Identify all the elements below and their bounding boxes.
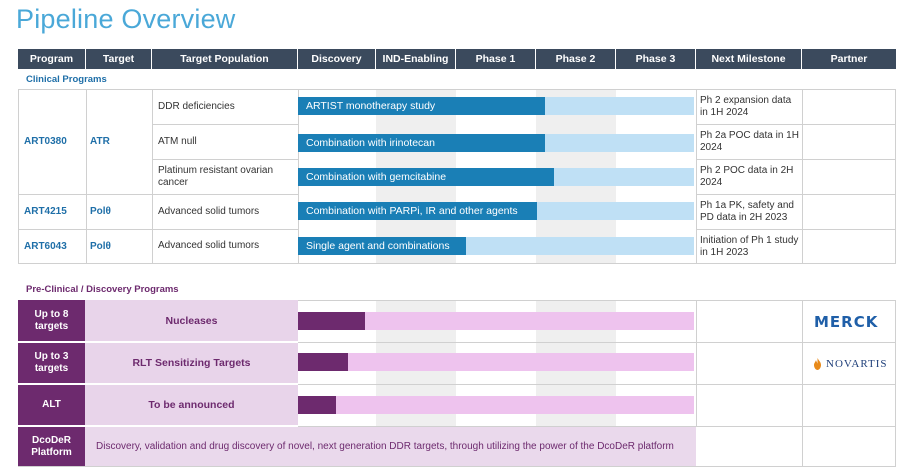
program-up-to-8-targets[interactable]: Up to 8 targets (18, 300, 85, 341)
page-title: Pipeline Overview (16, 4, 236, 34)
divider (298, 342, 896, 343)
population-cell: To be announced (85, 385, 298, 425)
program-art4215[interactable]: ART4215 (24, 206, 67, 217)
divider (696, 124, 896, 125)
divider (696, 229, 896, 230)
progress-track (298, 312, 694, 330)
progress-track (298, 353, 694, 371)
preclinical-section-label: Pre-Clinical / Discovery Programs (26, 284, 179, 295)
novartis-logo: NOVARTIS (813, 358, 888, 370)
milestone-cell: Ph 2 POC data in 2H 2024 (700, 165, 794, 188)
progress-bar[interactable]: Combination with PARPi, IR and other age… (298, 202, 537, 220)
merck-logo: MERCK (814, 313, 879, 331)
divider (18, 263, 896, 264)
progress-bar[interactable] (298, 353, 348, 371)
progress-bar[interactable]: ARTIST monotherapy study (298, 97, 545, 115)
divider (18, 89, 896, 90)
divider (802, 300, 803, 466)
header-discovery: Discovery (298, 49, 376, 69)
program-art6043[interactable]: ART6043 (24, 240, 67, 252)
target-atr: ATR (90, 136, 110, 147)
header-phase3: Phase 3 (616, 49, 696, 69)
header-phase1: Phase 1 (456, 49, 536, 69)
divider (802, 89, 803, 264)
header-ind-enabling: IND-Enabling (376, 49, 456, 69)
header-phase2: Phase 2 (536, 49, 616, 69)
population-cell: Advanced solid tumors (158, 205, 260, 217)
population-cell: RLT Sensitizing Targets (85, 343, 298, 383)
progress-bar[interactable] (298, 312, 365, 330)
header-target-population: Target Population (152, 49, 298, 69)
population-cell: Nucleases (85, 300, 298, 341)
divider (696, 89, 697, 264)
progress-track (298, 396, 694, 414)
progress-bar[interactable]: Combination with gemcitabine (298, 168, 554, 186)
progress-bar[interactable] (298, 396, 336, 414)
milestone-cell: Initiation of Ph 1 study in 1H 2023 (700, 235, 799, 258)
milestone-cell: Ph 1a PK, safety and PD data in 2H 2023 (700, 200, 794, 223)
header-next-milestone: Next Milestone (696, 49, 802, 69)
divider (152, 159, 298, 160)
divider (298, 426, 896, 427)
divider (152, 89, 153, 264)
population-cell: ATM null (158, 135, 197, 147)
population-cell: Platinum resistant ovarian cancer (158, 164, 274, 188)
milestone-cell: Ph 2 expansion data in 1H 2024 (700, 95, 792, 118)
divider (152, 124, 298, 125)
divider (298, 300, 896, 301)
target-poltheta: Polθ (90, 206, 111, 217)
divider (696, 159, 896, 160)
program-alt[interactable]: ALT (18, 385, 85, 425)
divider (18, 466, 896, 467)
target-poltheta: Polθ (90, 240, 111, 252)
novartis-flame-icon (814, 358, 821, 370)
divider (895, 89, 896, 264)
novartis-name: NOVARTIS (826, 358, 888, 370)
divider (696, 300, 697, 426)
dcoder-description-bg (85, 427, 696, 466)
divider (18, 229, 298, 230)
divider (18, 194, 298, 195)
header-program: Program (18, 49, 86, 69)
progress-bar[interactable]: Combination with irinotecan (298, 134, 545, 152)
dcoder-description: Discovery, validation and drug discovery… (96, 441, 674, 452)
divider (18, 89, 19, 264)
program-up-to-3-targets[interactable]: Up to 3 targets (18, 343, 85, 383)
population-cell: DDR deficiencies (158, 100, 235, 112)
divider (298, 384, 896, 385)
header-partner: Partner (802, 49, 896, 69)
program-dcoder-platform[interactable]: DcoDeR Platform (18, 427, 85, 466)
population-cell: Advanced solid tumors (158, 240, 260, 251)
header-target: Target (86, 49, 152, 69)
divider (86, 89, 87, 264)
divider (895, 300, 896, 466)
clinical-section-label: Clinical Programs (26, 74, 107, 85)
program-art0380[interactable]: ART0380 (24, 136, 67, 147)
divider (696, 194, 896, 195)
progress-bar[interactable]: Single agent and combinations (298, 237, 466, 255)
milestone-cell: Ph 2a POC data in 1H 2024 (700, 130, 799, 153)
